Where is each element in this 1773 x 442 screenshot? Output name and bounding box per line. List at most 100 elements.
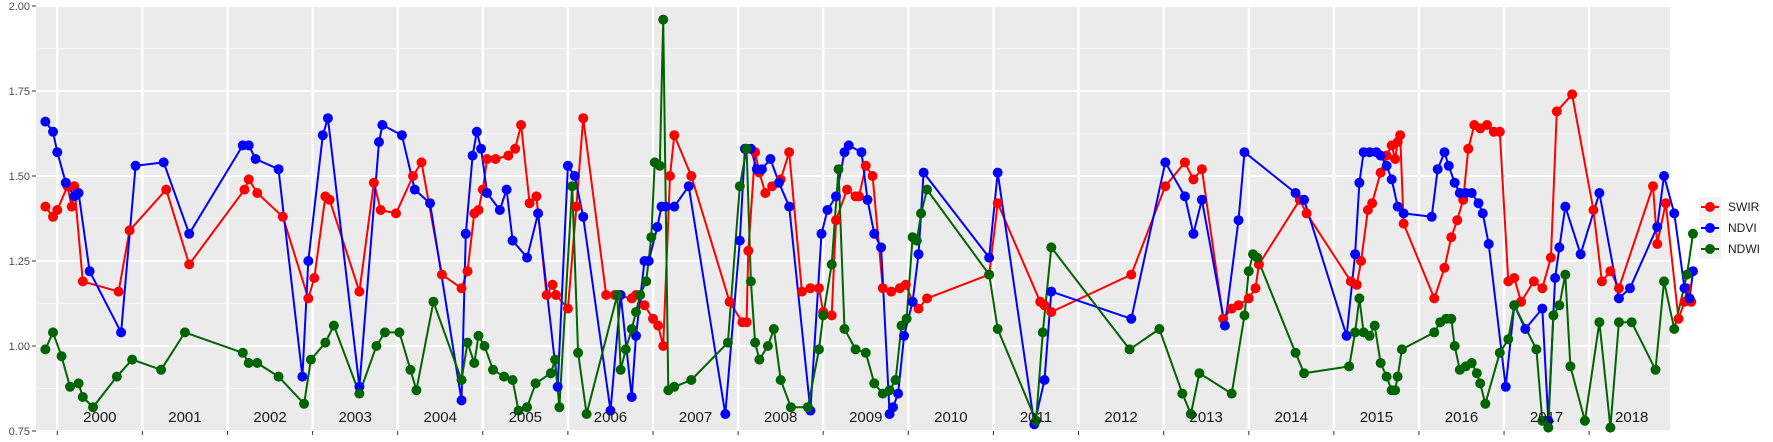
- data-point-swir: [66, 201, 77, 212]
- data-point-swir: [390, 208, 401, 219]
- data-point-swir: [124, 225, 135, 236]
- year-label: 2014: [1275, 409, 1308, 426]
- data-point-swir: [1613, 283, 1624, 294]
- data-point-ndwi: [1381, 371, 1392, 382]
- data-point-ndvi: [1386, 174, 1397, 185]
- data-point-ndvi: [660, 201, 671, 212]
- data-point-ndvi: [522, 252, 533, 263]
- data-point-ndvi: [60, 177, 71, 188]
- data-point-ndwi: [615, 364, 626, 375]
- data-point-swir: [601, 290, 612, 300]
- data-point-ndvi: [1449, 177, 1460, 188]
- data-point-swir: [665, 171, 676, 181]
- data-point-ndwi: [1594, 317, 1605, 328]
- data-point-ndwi: [237, 347, 248, 358]
- data-point-ndwi: [1030, 415, 1041, 426]
- data-point-ndvi: [1188, 228, 1199, 239]
- data-point-ndvi: [1594, 188, 1605, 198]
- data-point-ndwi: [1290, 347, 1301, 358]
- data-point-ndwi: [1364, 330, 1375, 341]
- data-point-ndwi: [56, 351, 67, 362]
- data-point-swir: [1233, 300, 1244, 311]
- data-point-swir: [653, 320, 664, 331]
- data-point-swir: [1398, 218, 1409, 229]
- data-point-ndwi: [901, 313, 912, 324]
- data-point-ndvi: [1473, 198, 1484, 209]
- data-point-ndwi: [462, 337, 473, 348]
- data-point-ndwi: [750, 337, 761, 348]
- data-point-ndwi: [1626, 317, 1637, 328]
- data-point-ndwi: [1396, 344, 1407, 355]
- data-point-swir: [503, 150, 514, 161]
- data-point-swir: [547, 279, 558, 290]
- data-point-ndwi: [1613, 317, 1624, 328]
- data-point-ndwi: [405, 364, 416, 375]
- data-point-swir: [252, 188, 263, 198]
- data-point-ndwi: [1543, 422, 1554, 433]
- data-point-ndvi: [1669, 208, 1680, 219]
- data-point-ndvi: [1520, 324, 1531, 334]
- data-point-swir: [516, 120, 527, 130]
- data-point-ndwi: [813, 344, 824, 355]
- data-point-ndvi: [652, 222, 663, 232]
- data-point-ndvi: [765, 154, 776, 164]
- data-point-ndwi: [635, 290, 646, 300]
- data-point-ndwi: [722, 337, 733, 348]
- legend-key-marker: [1705, 202, 1715, 212]
- data-point-ndwi: [826, 259, 837, 270]
- data-point-ndwi: [111, 371, 122, 382]
- data-point-ndvi: [1354, 177, 1365, 188]
- data-point-ndvi: [1659, 171, 1670, 181]
- data-point-swir: [760, 188, 771, 198]
- data-point-ndvi: [243, 140, 254, 151]
- data-point-ndwi: [1480, 398, 1491, 409]
- year-label: 2010: [934, 409, 967, 426]
- data-point-ndwi: [1299, 368, 1310, 379]
- data-point-ndvi: [1550, 273, 1561, 283]
- data-point-ndvi: [683, 181, 694, 192]
- y-tick-label: 1.25: [9, 256, 30, 268]
- data-point-ndvi: [1179, 191, 1190, 202]
- data-point-ndvi: [913, 249, 924, 260]
- data-point-swir: [784, 147, 795, 158]
- data-point-swir: [161, 184, 172, 195]
- data-point-swir: [842, 184, 853, 195]
- year-label: 2002: [253, 409, 286, 426]
- data-point-ndwi: [1548, 310, 1559, 321]
- data-point-swir: [724, 296, 735, 307]
- data-point-ndvi: [669, 201, 680, 212]
- data-point-ndwi: [1471, 368, 1482, 379]
- data-point-ndwi: [620, 344, 631, 355]
- year-label: 2008: [764, 409, 797, 426]
- data-point-ndwi: [612, 290, 623, 300]
- data-point-ndwi: [479, 341, 490, 351]
- data-point-ndvi: [869, 228, 880, 239]
- data-point-ndwi: [818, 310, 829, 321]
- data-point-swir: [462, 266, 473, 277]
- data-point-swir: [1509, 273, 1520, 283]
- data-point-ndwi: [646, 232, 657, 243]
- data-point-ndwi: [1354, 293, 1365, 304]
- data-point-ndvi: [476, 143, 487, 154]
- data-point-ndwi: [754, 354, 765, 365]
- data-point-ndvi: [569, 171, 580, 181]
- data-point-ndwi: [320, 337, 331, 348]
- data-point-swir: [531, 191, 542, 202]
- data-point-swir: [1243, 293, 1254, 304]
- data-point-ndvi: [1341, 330, 1352, 341]
- data-point-ndwi: [1390, 385, 1401, 396]
- data-point-ndvi: [1039, 375, 1050, 385]
- data-point-ndvi: [1500, 381, 1511, 392]
- data-point-ndvi: [507, 235, 518, 246]
- data-point-swir: [1395, 130, 1406, 141]
- data-point-ndwi: [499, 371, 510, 382]
- data-point-ndwi: [626, 324, 637, 334]
- data-point-ndwi: [1252, 252, 1263, 263]
- year-label: 2009: [849, 409, 882, 426]
- data-point-ndwi: [77, 392, 88, 402]
- data-point-swir: [992, 198, 1003, 209]
- data-point-ndwi: [630, 307, 641, 317]
- data-point-swir: [436, 269, 447, 280]
- data-point-ndwi: [869, 378, 880, 389]
- data-point-swir: [1179, 157, 1190, 168]
